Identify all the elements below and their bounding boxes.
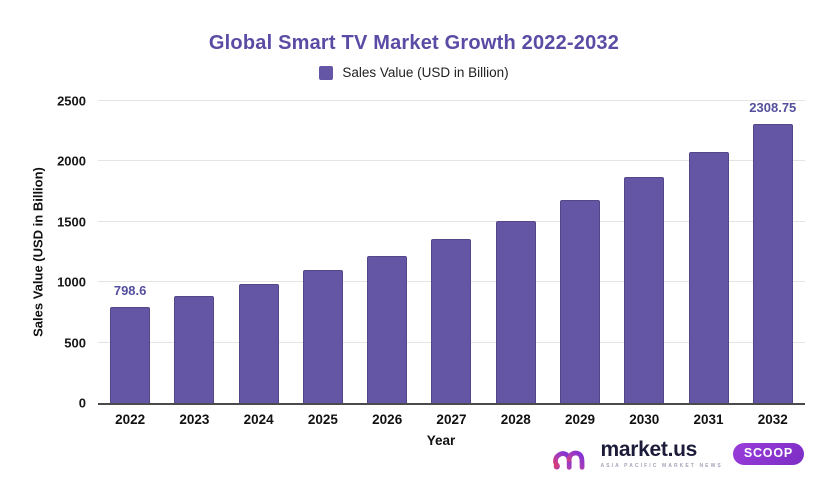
y-tick-0: 0: [78, 395, 86, 411]
x-tick-2025: 2025: [307, 412, 338, 427]
brand-name: market.us: [600, 438, 698, 461]
x-tick-2022: 2022: [115, 412, 146, 427]
bar-2025: [302, 270, 343, 403]
bar-value-label-2032: 2308.75: [749, 100, 797, 116]
x-tick-2028: 2028: [500, 412, 531, 427]
bar-2023: [174, 295, 215, 403]
brand-logo: market.us ASIA PACIFIC MARKET NEWS SCOOP: [552, 436, 804, 472]
bar-group-2023: 2023: [174, 101, 215, 427]
bar-2022: [110, 306, 151, 403]
x-tick-2031: 2031: [693, 412, 724, 427]
bar-group-2030: 2030: [624, 101, 665, 427]
x-tick-2027: 2027: [436, 412, 467, 427]
x-tick-2032: 2032: [757, 412, 788, 427]
bar-2027: [431, 238, 472, 403]
bar-2029: [559, 200, 600, 403]
y-tick-500: 500: [64, 335, 86, 351]
bar-group-2029: 2029: [559, 101, 600, 427]
x-tick-2030: 2030: [629, 412, 660, 427]
bar-group-2027: 2027: [431, 101, 472, 427]
bar-2031: [688, 152, 729, 403]
bar-value-label-2022: 798.6: [113, 282, 147, 298]
y-tick-2500: 2500: [57, 93, 86, 109]
x-axis-title: Year: [426, 433, 456, 448]
brand-tagline: ASIA PACIFIC MARKET NEWS: [600, 463, 723, 469]
y-tick-1500: 1500: [57, 214, 86, 230]
bar-2028: [495, 220, 536, 403]
gridline-2500: [98, 100, 805, 101]
chart-title: Global Smart TV Market Growth 2022-2032: [208, 32, 620, 54]
bar-group-2026: 2026: [367, 101, 408, 427]
scoop-badge: SCOOP: [732, 443, 804, 465]
bars-row: 798.6 2022 2023 2024 2025 2026 2027 2028 2029 203…: [98, 100, 805, 427]
x-tick-2023: 2023: [179, 412, 210, 427]
y-tick-2000: 2000: [57, 153, 86, 169]
legend-swatch-icon: [319, 65, 334, 80]
bar-group-2032: 2308.75 2032: [749, 100, 796, 427]
plot-area: 798.6 2022 2023 2024 2025 2026 2027 2028 2029 203…: [57, 94, 805, 427]
bar-2030: [624, 177, 665, 403]
gridline-1500: [98, 220, 805, 222]
bar-2024: [238, 283, 279, 403]
bar-group-2028: 2028: [495, 101, 536, 427]
gridline-2000: [98, 160, 805, 162]
x-tick-2029: 2029: [564, 412, 596, 427]
bar-group-2022: 798.6 2022: [110, 101, 151, 427]
y-tick-1000: 1000: [57, 274, 86, 290]
x-tick-2024: 2024: [243, 412, 274, 427]
legend-label: Sales Value (USD in Billion): [342, 65, 509, 80]
brand-text: market.us ASIA PACIFIC MARKET NEWS: [601, 439, 723, 469]
bar-2032: [752, 124, 793, 403]
legend: Sales Value (USD in Billion): [0, 65, 828, 80]
bar-group-2024: 2024: [238, 101, 279, 427]
bar-group-2031: 2031: [688, 101, 729, 427]
bar-2026: [367, 255, 408, 403]
y-axis-title: Sales Value (USD in Billion): [30, 167, 46, 337]
x-tick-2026: 2026: [372, 412, 403, 427]
market-us-logo-icon: [552, 442, 591, 470]
bar-group-2025: 2025: [302, 101, 343, 427]
